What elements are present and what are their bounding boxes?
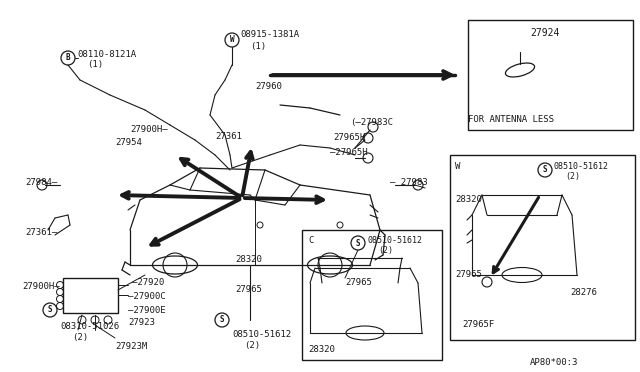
Text: (2): (2) xyxy=(72,333,88,342)
Text: 08915-1381A: 08915-1381A xyxy=(240,30,299,39)
Text: 27965: 27965 xyxy=(345,278,372,287)
Text: FOR ANTENNA LESS: FOR ANTENNA LESS xyxy=(468,115,554,124)
Text: (2): (2) xyxy=(244,341,260,350)
Text: — 27983: — 27983 xyxy=(390,178,428,187)
Bar xyxy=(302,230,442,360)
Text: 28320: 28320 xyxy=(235,255,262,264)
Text: 27900H—: 27900H— xyxy=(130,125,168,134)
Text: 27923: 27923 xyxy=(128,318,155,327)
Text: (2): (2) xyxy=(378,246,393,255)
Text: W: W xyxy=(455,162,460,171)
Text: 27900H—: 27900H— xyxy=(22,282,60,291)
Text: 27361: 27361 xyxy=(215,132,242,141)
Text: (—27983C: (—27983C xyxy=(350,118,393,127)
Text: 08310-51026: 08310-51026 xyxy=(60,322,119,331)
Text: 27965: 27965 xyxy=(235,285,262,294)
Text: S: S xyxy=(543,166,547,174)
Text: (1): (1) xyxy=(250,42,266,51)
Bar xyxy=(450,155,635,340)
Text: 27960: 27960 xyxy=(255,82,282,91)
Text: 27923M: 27923M xyxy=(115,342,147,351)
Text: 27965: 27965 xyxy=(455,270,482,279)
Text: W: W xyxy=(230,35,234,45)
Bar xyxy=(63,278,118,313)
Text: B: B xyxy=(66,54,70,62)
Text: 08510-51612: 08510-51612 xyxy=(367,236,422,245)
Text: —27900E: —27900E xyxy=(128,306,166,315)
Text: AP80*00:3: AP80*00:3 xyxy=(530,358,579,367)
Text: 08510-51612: 08510-51612 xyxy=(232,330,291,339)
Text: —27920: —27920 xyxy=(132,278,164,287)
Text: 28320: 28320 xyxy=(308,345,335,354)
Text: 27984—: 27984— xyxy=(25,178,57,187)
Text: 28276: 28276 xyxy=(570,288,597,297)
Text: 08510-51612: 08510-51612 xyxy=(554,162,609,171)
Text: 27965H: 27965H xyxy=(333,133,365,142)
Text: S: S xyxy=(48,305,52,314)
Text: (2): (2) xyxy=(565,172,580,181)
Text: (1): (1) xyxy=(87,60,103,69)
Text: 28320: 28320 xyxy=(455,195,482,204)
Text: 27361—: 27361— xyxy=(25,228,57,237)
Text: —27965H: —27965H xyxy=(330,148,367,157)
Bar xyxy=(468,20,633,130)
Text: 27924: 27924 xyxy=(530,28,559,38)
Text: 27954: 27954 xyxy=(115,138,142,147)
Text: 27965F: 27965F xyxy=(462,320,494,329)
Text: S: S xyxy=(220,315,224,324)
Text: —27900C: —27900C xyxy=(128,292,166,301)
Text: S: S xyxy=(356,238,360,247)
Text: C: C xyxy=(308,236,314,245)
Text: 08110-8121A: 08110-8121A xyxy=(77,50,136,59)
